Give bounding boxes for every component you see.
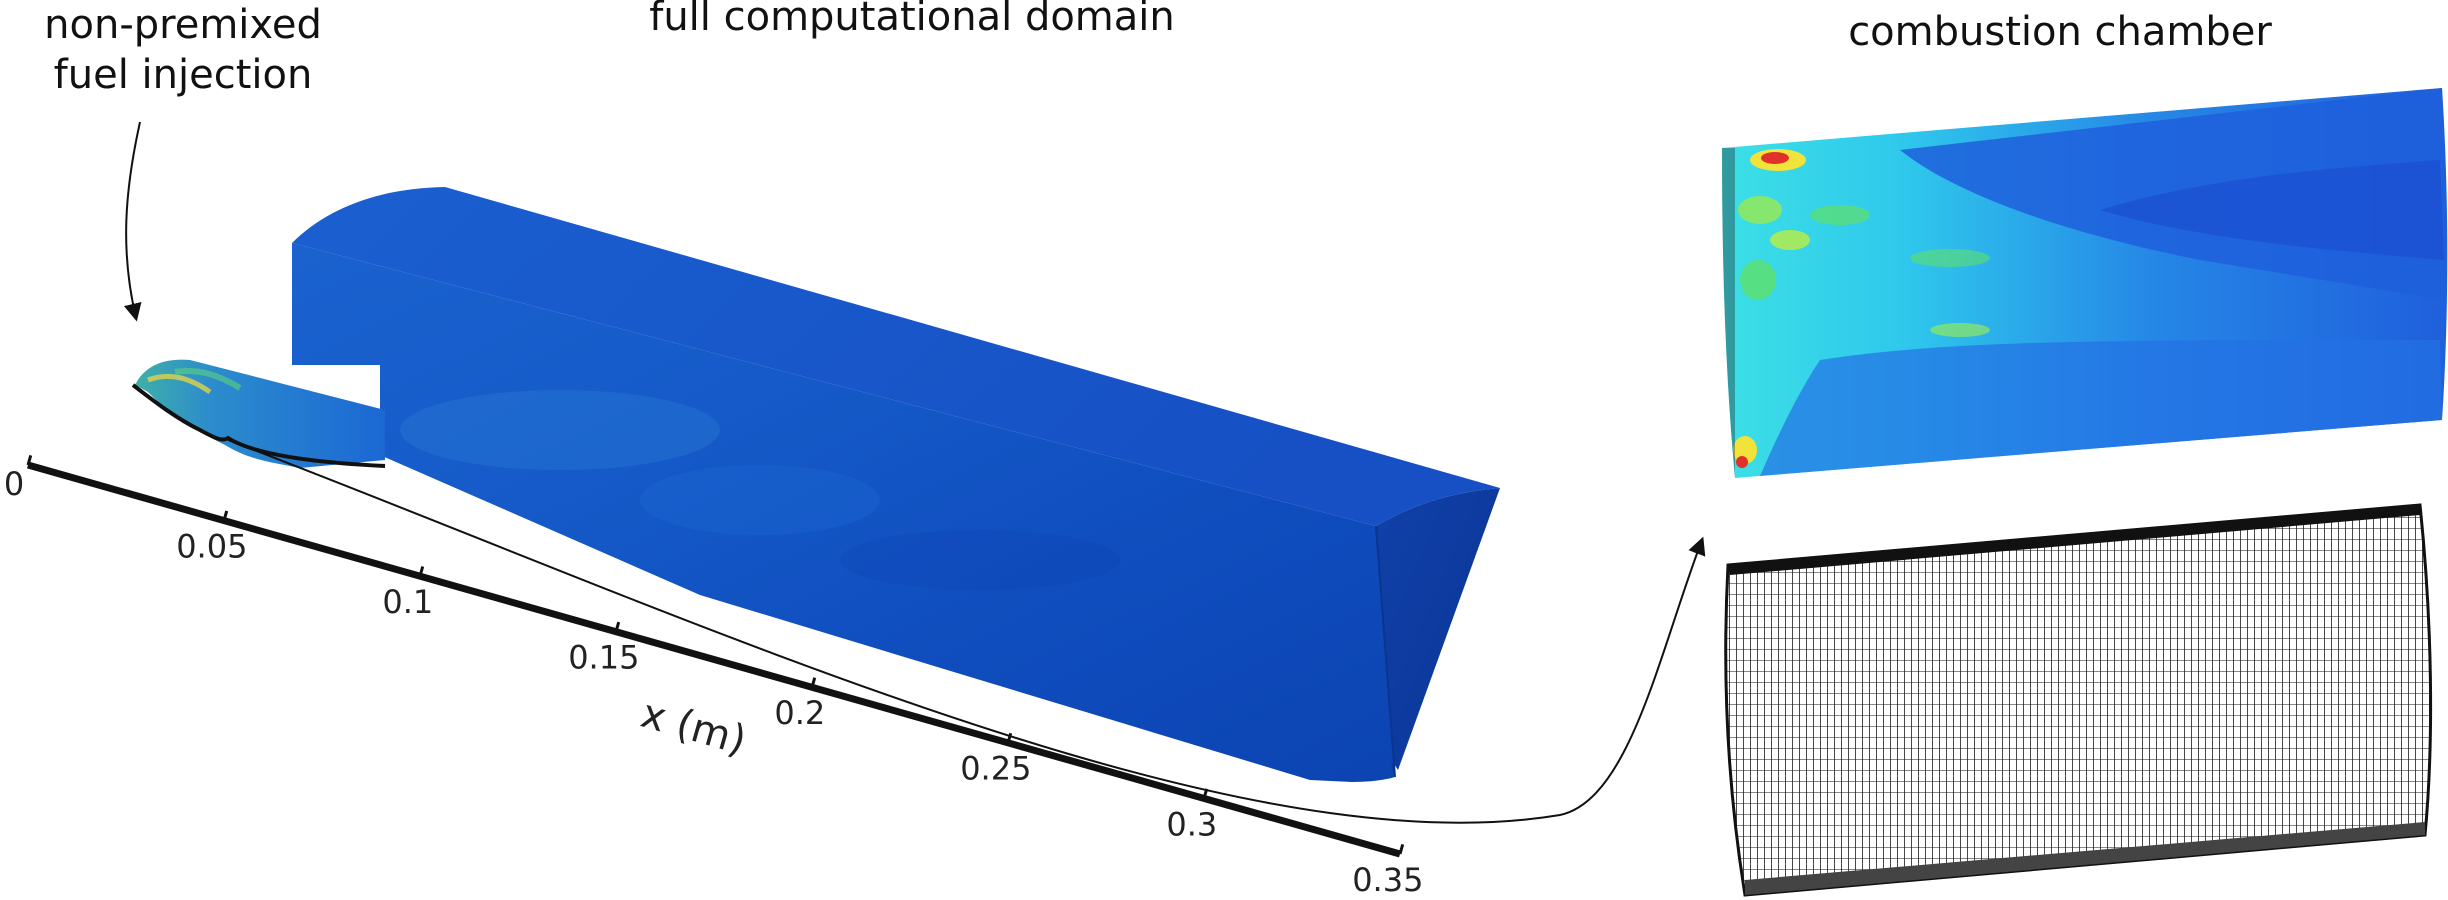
x-axis-tick-label: 0.3	[1166, 805, 1217, 843]
fuel-injection-label-line2: fuel injection	[54, 52, 313, 98]
x-axis-tick	[1398, 843, 1405, 855]
x-axis-tick-label: 0	[4, 465, 24, 503]
x-axis-tick-label: 0.25	[960, 750, 1031, 788]
full-domain-title: full computational domain	[649, 0, 1175, 40]
chamber-field-view	[1722, 88, 2448, 478]
x-axis-tick-label: 0.05	[176, 527, 247, 565]
x-axis-tick	[1006, 732, 1013, 744]
domain-side-face	[292, 243, 1395, 782]
domain-top-face	[292, 187, 1500, 526]
chamber-mesh-view	[1724, 503, 2433, 897]
x-axis-tick-label: 0.35	[1352, 861, 1423, 899]
x-axis-line	[27, 461, 1401, 858]
fuel-injection-label-line1: non-premixed	[44, 2, 322, 48]
x-axis-tick-label: 0.2	[774, 694, 825, 732]
x-axis-tick	[26, 454, 33, 466]
zoom-arrow	[227, 439, 1706, 824]
x-axis-tick	[222, 510, 229, 521]
fuel-injection-arrow	[123, 121, 142, 322]
x-axis-tick-label: 0.15	[568, 639, 639, 677]
x-axis: 0 0.05 0.1 0.15 0.2 0.25 0.3 0.35 x (m)	[4, 454, 1423, 899]
chamber-title: combustion chamber	[1848, 9, 2272, 55]
x-axis-tick	[810, 677, 817, 688]
x-axis-tick	[614, 621, 621, 633]
domain-end-face	[1376, 488, 1500, 777]
computational-domain	[131, 187, 1500, 782]
x-axis-label: x (m)	[636, 691, 751, 765]
x-axis-tick-label: 0.1	[382, 583, 433, 621]
x-axis-tick	[418, 566, 425, 577]
